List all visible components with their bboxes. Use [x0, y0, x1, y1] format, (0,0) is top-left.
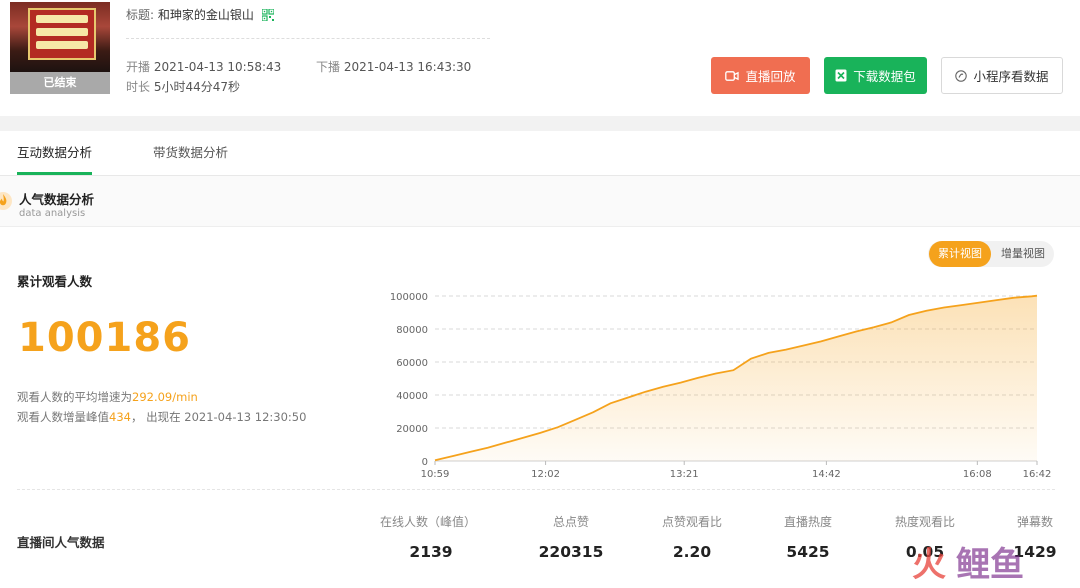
kpi-heat-view-ratio-value: 0.05 — [905, 543, 945, 561]
kpi-live-heat-value: 5425 — [786, 543, 830, 561]
kpi-like-view-ratio-label: 点赞观看比 — [661, 515, 722, 529]
y-tick-label: 0 — [422, 457, 428, 468]
y-tick-label: 80000 — [396, 325, 428, 336]
broadcast-title: 和珅家的金山银山 — [157, 8, 254, 22]
view-toggle: 累计视图 增量视图 — [928, 241, 1054, 267]
y-tick-label: 40000 — [396, 391, 428, 402]
x-tick-label: 14:42 — [812, 469, 841, 480]
incremental-view-button[interactable]: 增量视图 — [1001, 247, 1045, 260]
start-time: 开播 2021-04-13 10:58:43 — [126, 58, 281, 75]
duration-value: 5小时44分47秒 — [153, 80, 241, 94]
chart-line — [434, 294, 1038, 462]
watermark-logo: 火 鲤鱼 — [912, 545, 1024, 584]
avg-growth-text: 观看人数的平均增速为292.09/min — [17, 389, 198, 405]
y-tick-label: 60000 — [396, 358, 428, 369]
start-label: 开播 — [126, 60, 151, 74]
tab-interaction[interactable]: 互动数据分析 — [17, 131, 93, 175]
kpi-online-peak-value: 2139 — [409, 543, 453, 561]
x-tick-label: 10:59 — [421, 469, 450, 480]
x-tick-label: 13:21 — [670, 469, 699, 480]
watermark-left: 火 — [912, 545, 946, 584]
download-data-button[interactable]: 下载数据包 — [824, 57, 927, 94]
analysis-tabs: 互动数据分析 带货数据分析 — [0, 131, 1080, 176]
mini-program-icon — [955, 69, 968, 82]
popularity-panel: 累计观看人数 100186 观看人数的平均增速为292.09/min 观看人数增… — [0, 227, 1080, 588]
kpi-danmaku-value: 1429 — [1013, 543, 1057, 561]
replay-label: 直播回放 — [745, 69, 796, 84]
popularity-row-label: 直播间人气数据 — [17, 535, 105, 550]
peak-increment-value: 434 — [109, 410, 131, 424]
video-icon — [725, 70, 740, 81]
broadcast-thumbnail[interactable]: 已结束 — [10, 2, 110, 94]
section-divider — [17, 489, 1055, 490]
x-tick-label: 16:42 — [1023, 469, 1052, 480]
section-header: 人气数据分析 data analysis — [0, 176, 1080, 227]
peak-increment-text: 观看人数增量峰值434， 出现在 2021-04-13 12:30:50 — [17, 409, 306, 425]
broadcast-title-row: 标题: 和珅家的金山银山 — [126, 6, 274, 23]
watermark-right: 鲤鱼 — [956, 545, 1024, 584]
chart-area — [435, 295, 1037, 461]
download-label: 下载数据包 — [853, 69, 916, 84]
y-tick-label: 100000 — [390, 292, 428, 303]
section-title: 人气数据分析 — [19, 192, 95, 207]
avg-growth-value: 292.09/min — [132, 390, 198, 404]
viewers-total: 100186 — [18, 315, 191, 361]
duration: 时长 5小时44分47秒 — [126, 78, 240, 95]
kpi-total-likes-label: 总点赞 — [552, 515, 589, 529]
broadcast-header: 已结束 标题: 和珅家的金山银山 开播 2021-04-13 10:58:43 … — [0, 0, 1080, 116]
kpi-heat-view-ratio-label: 热度观看比 — [894, 515, 955, 529]
fire-icon — [0, 192, 12, 210]
end-time-value: 2021-04-13 16:43:30 — [343, 60, 472, 74]
end-time: 下播 2021-04-13 16:43:30 — [316, 58, 471, 75]
mini-program-label: 小程序看数据 — [973, 69, 1049, 84]
kpi-danmaku-label: 弹幕数 — [1016, 515, 1053, 529]
mini-program-button[interactable]: 小程序看数据 — [941, 57, 1063, 94]
x-tick-label: 16:08 — [963, 469, 992, 480]
qr-code-icon[interactable] — [261, 9, 274, 21]
kpi-online-peak-label: 在线人数（峰值） — [379, 515, 476, 529]
start-time-value: 2021-04-13 10:58:43 — [153, 60, 282, 74]
duration-label: 时长 — [126, 80, 151, 94]
viewers-title: 累计观看人数 — [17, 274, 93, 289]
thumbnail-banner — [28, 8, 96, 60]
cumulative-view-button[interactable]: 累计视图 — [929, 241, 991, 267]
section-subtitle: data analysis — [19, 208, 86, 219]
cumulative-viewers-chart: 0 20000 40000 60000 80000 100000 10:59 12:02 13… — [390, 292, 1052, 480]
kpi-total-likes-value: 220315 — [538, 543, 604, 561]
y-tick-label: 20000 — [396, 424, 428, 435]
end-label: 下播 — [316, 60, 341, 74]
peak-increment-time: ， 出现在 2021-04-13 12:30:50 — [130, 410, 307, 424]
excel-icon — [835, 69, 847, 82]
peak-increment-label: 观看人数增量峰值 — [17, 410, 109, 424]
kpi-live-heat-label: 直播热度 — [783, 515, 832, 529]
status-badge: 已结束 — [10, 72, 110, 94]
replay-button[interactable]: 直播回放 — [711, 57, 810, 94]
title-label: 标题: — [126, 8, 155, 22]
x-tick-label: 12:02 — [531, 469, 560, 480]
avg-growth-label: 观看人数的平均增速为 — [17, 390, 132, 404]
header-divider — [126, 38, 490, 39]
tab-sales[interactable]: 带货数据分析 — [153, 145, 229, 160]
kpi-like-view-ratio-value: 2.20 — [672, 543, 712, 561]
